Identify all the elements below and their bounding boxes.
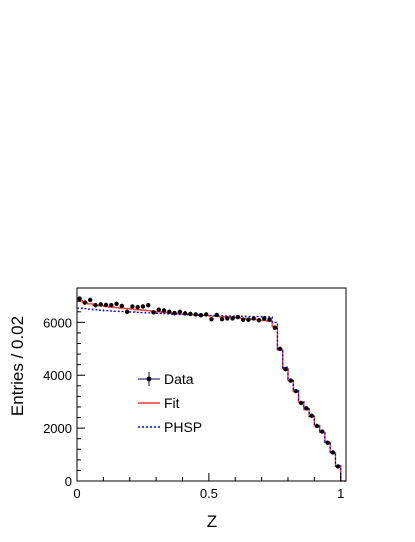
data-point xyxy=(119,303,125,309)
data-point xyxy=(151,310,156,315)
data-point xyxy=(93,302,98,308)
data-point xyxy=(161,308,167,313)
series-line-fit xyxy=(77,300,346,482)
data-point xyxy=(193,312,198,317)
data-point xyxy=(335,464,341,469)
legend-label-data: Data xyxy=(164,371,194,387)
legend-label-fit: Fit xyxy=(164,395,180,411)
data-point xyxy=(293,388,299,394)
data-point xyxy=(283,366,288,372)
data-point xyxy=(77,296,82,301)
legend: Data Fit PHSP xyxy=(138,371,202,435)
data-point xyxy=(230,316,235,321)
data-point xyxy=(177,309,183,314)
y-tick-label: 0 xyxy=(65,474,72,489)
data-point xyxy=(124,309,130,314)
y-tick-label: 4000 xyxy=(43,368,72,383)
data-point xyxy=(82,300,88,305)
data-point xyxy=(314,423,320,429)
data-point xyxy=(225,316,230,321)
data-point xyxy=(262,316,267,321)
x-axis-label: Z xyxy=(207,512,217,531)
data-point xyxy=(130,304,135,309)
legend-label-phsp: PHSP xyxy=(164,419,202,435)
data-point xyxy=(98,302,103,307)
data-point xyxy=(330,450,336,455)
data-point xyxy=(246,317,251,322)
data-point xyxy=(182,311,188,316)
y-axis-label: Entries / 0.02 xyxy=(8,316,27,416)
data-point xyxy=(325,440,330,445)
data-point xyxy=(156,307,161,312)
data-point xyxy=(109,302,114,308)
data-point xyxy=(103,302,109,308)
series-layer xyxy=(77,296,346,482)
data-point xyxy=(272,325,277,330)
data-point xyxy=(288,378,293,383)
data-point xyxy=(267,317,272,322)
x-tick-label: 0.5 xyxy=(200,486,218,501)
data-point xyxy=(256,318,262,323)
data-point xyxy=(219,316,225,322)
data-point xyxy=(198,313,204,318)
data-point xyxy=(146,302,151,308)
x-tick-label: 1 xyxy=(337,486,344,501)
axes-layer: 0 0.5 1 0 2000 4000 6000 xyxy=(43,287,347,501)
data-point xyxy=(140,304,146,309)
data-point xyxy=(209,316,214,322)
data-point xyxy=(135,304,140,310)
y-tick-label: 2000 xyxy=(43,421,72,436)
data-point xyxy=(204,312,209,317)
data-point xyxy=(167,309,172,314)
data-point xyxy=(235,314,241,320)
data-point xyxy=(298,400,304,406)
series-line-phsp xyxy=(77,307,346,482)
data-point xyxy=(240,317,246,322)
data-point xyxy=(214,312,219,318)
data-point xyxy=(320,429,325,434)
data-point xyxy=(309,413,314,418)
data-point xyxy=(277,346,283,352)
x-tick-label: 0 xyxy=(73,486,80,501)
data-point xyxy=(188,311,193,317)
data-point xyxy=(87,297,93,303)
y-tick-label: 6000 xyxy=(43,315,72,330)
data-point xyxy=(304,406,309,411)
plot-frame xyxy=(76,287,347,482)
data-point xyxy=(251,316,256,321)
data-point xyxy=(114,301,119,307)
data-point xyxy=(172,310,177,316)
legend-marker-data xyxy=(146,376,152,382)
